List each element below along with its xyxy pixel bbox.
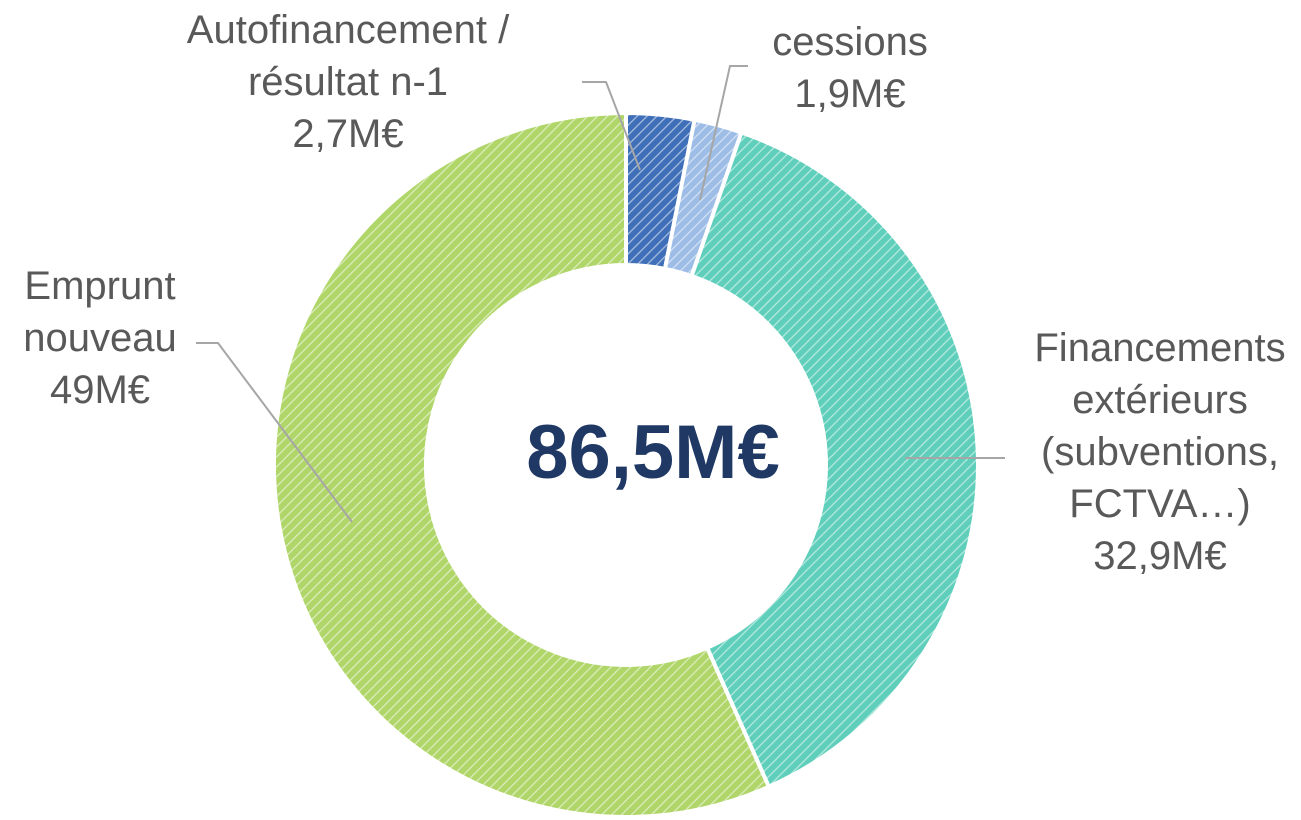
value-label: 49M€ [49, 368, 151, 412]
leader-lines [196, 65, 1005, 523]
category-label: cessions [772, 20, 928, 64]
leader-line [196, 342, 353, 523]
value-label: 2,7M€ [292, 112, 404, 156]
leader-line [699, 65, 748, 201]
slice-label: Financements extérieurs (subventions, FC… [1018, 322, 1301, 582]
slice-label: Autofinancement / résultat n-1 2,7M€ [163, 4, 533, 160]
leader-line [582, 81, 641, 171]
value-label: 32,9M€ [1093, 534, 1227, 578]
slice-hatch [626, 113, 695, 269]
total-label: 86,5M€ [526, 410, 780, 495]
category-label: Autofinancement / résultat n-1 [186, 8, 510, 104]
slice-label: Emprunt nouveau 49M€ [0, 260, 200, 416]
category-label: Emprunt nouveau [23, 264, 177, 360]
slice-label: cessions 1,9M€ [750, 16, 950, 120]
category-label: Financements extérieurs (subventions, FC… [1034, 326, 1286, 526]
slice-hatch [664, 119, 742, 277]
donut [272, 110, 980, 819]
value-label: 1,9M€ [794, 72, 906, 116]
slice-hatch [691, 132, 978, 787]
slice-hatch [274, 113, 769, 817]
